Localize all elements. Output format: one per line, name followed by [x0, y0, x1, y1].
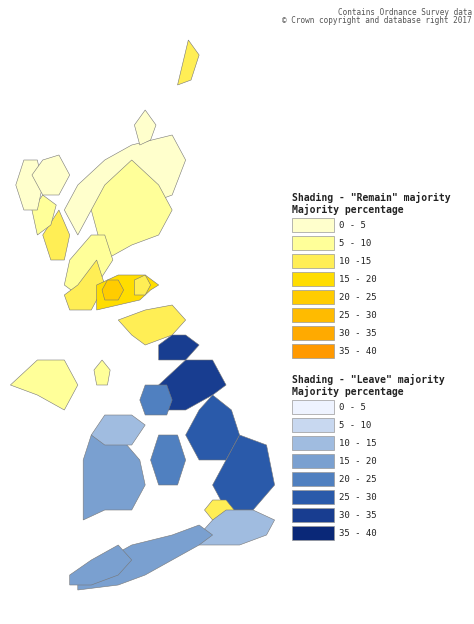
Text: 25 - 30: 25 - 30 — [339, 311, 377, 319]
Text: 15 - 20: 15 - 20 — [339, 275, 377, 283]
Polygon shape — [83, 435, 145, 520]
Polygon shape — [43, 210, 70, 260]
Polygon shape — [199, 510, 274, 545]
Text: 5 - 10: 5 - 10 — [339, 421, 371, 429]
Bar — [292, 236, 334, 250]
Text: Majority percentage: Majority percentage — [292, 386, 404, 397]
Text: Shading - "Leave" majority: Shading - "Leave" majority — [292, 374, 445, 385]
Text: 5 - 10: 5 - 10 — [339, 238, 371, 248]
Bar — [292, 272, 334, 286]
Polygon shape — [94, 360, 110, 385]
Bar — [292, 526, 334, 540]
Polygon shape — [70, 545, 132, 585]
Bar — [292, 454, 334, 468]
Polygon shape — [178, 40, 199, 85]
Text: Shading - "Remain" majority: Shading - "Remain" majority — [292, 192, 451, 203]
Text: 35 - 40: 35 - 40 — [339, 346, 377, 356]
Polygon shape — [118, 305, 186, 345]
Text: 0 - 5: 0 - 5 — [339, 402, 366, 411]
Text: © Crown copyright and database right 2017: © Crown copyright and database right 201… — [283, 16, 472, 25]
Polygon shape — [140, 385, 172, 415]
Bar — [292, 290, 334, 304]
Polygon shape — [135, 275, 151, 295]
Polygon shape — [159, 335, 199, 360]
Polygon shape — [204, 500, 234, 520]
Bar — [292, 400, 334, 414]
Polygon shape — [64, 135, 186, 235]
Bar — [292, 490, 334, 504]
Polygon shape — [64, 260, 105, 310]
Bar — [292, 218, 334, 232]
Polygon shape — [91, 160, 172, 260]
Text: 30 - 35: 30 - 35 — [339, 328, 377, 338]
Polygon shape — [102, 280, 124, 300]
Text: 15 - 20: 15 - 20 — [339, 457, 377, 466]
Bar — [292, 254, 334, 268]
Polygon shape — [64, 235, 113, 295]
Text: 0 - 5: 0 - 5 — [339, 220, 366, 230]
Polygon shape — [97, 275, 159, 310]
Polygon shape — [151, 435, 186, 485]
Polygon shape — [159, 360, 226, 410]
Text: 10 -15: 10 -15 — [339, 256, 371, 265]
Polygon shape — [91, 415, 145, 445]
Polygon shape — [135, 110, 156, 145]
Bar — [292, 436, 334, 450]
Polygon shape — [10, 360, 78, 410]
Text: 35 - 40: 35 - 40 — [339, 529, 377, 537]
Polygon shape — [16, 160, 43, 210]
Polygon shape — [186, 395, 239, 460]
Polygon shape — [213, 435, 274, 510]
Text: 20 - 25: 20 - 25 — [339, 293, 377, 301]
Bar — [292, 308, 334, 322]
Text: Contains Ordnance Survey data: Contains Ordnance Survey data — [338, 8, 472, 17]
Polygon shape — [32, 155, 70, 195]
Text: 20 - 25: 20 - 25 — [339, 474, 377, 484]
Polygon shape — [32, 195, 56, 235]
Text: Majority percentage: Majority percentage — [292, 204, 404, 215]
Text: 25 - 30: 25 - 30 — [339, 492, 377, 502]
Bar — [292, 418, 334, 432]
Bar — [292, 472, 334, 486]
Polygon shape — [78, 525, 213, 590]
Bar — [292, 508, 334, 522]
Text: 30 - 35: 30 - 35 — [339, 510, 377, 520]
Bar — [292, 326, 334, 340]
Text: 10 - 15: 10 - 15 — [339, 439, 377, 447]
Bar — [292, 344, 334, 358]
